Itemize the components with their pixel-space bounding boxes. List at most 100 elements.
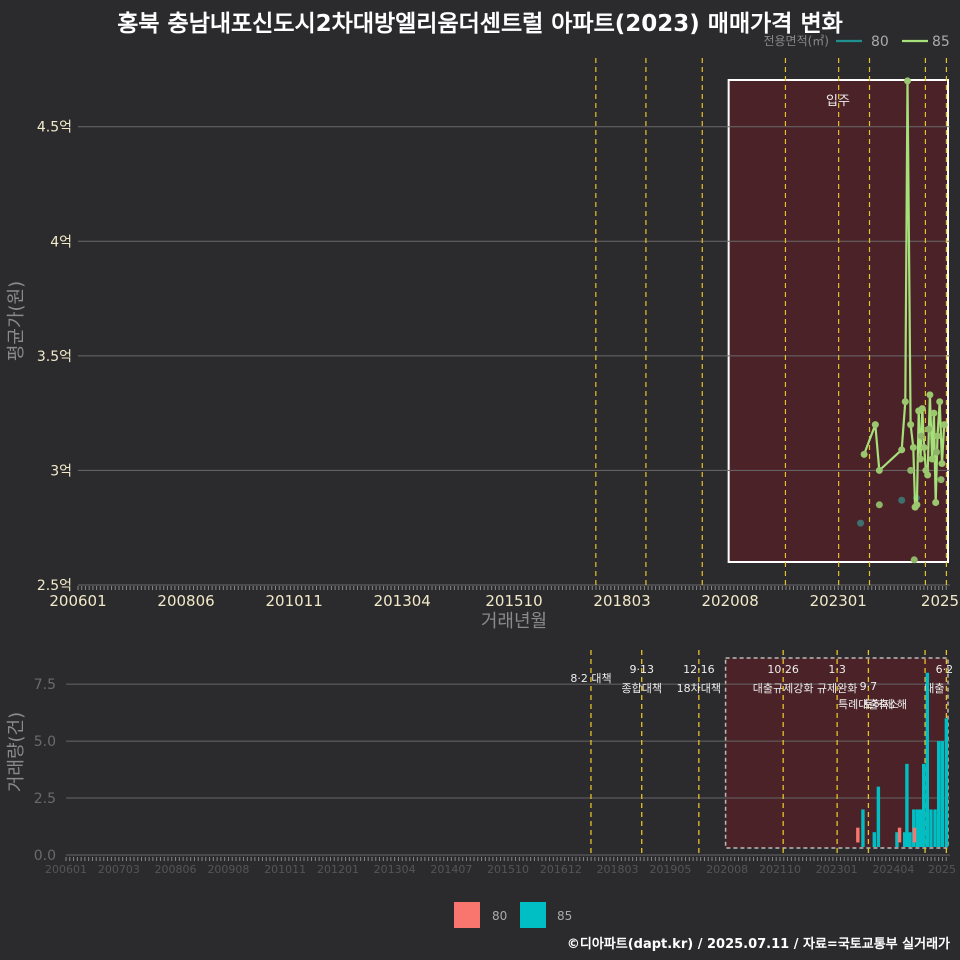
x-tick-label: 200806 xyxy=(157,592,214,610)
point-85 xyxy=(909,444,917,452)
x-tick-label: 201011 xyxy=(264,863,306,876)
event-name-label: 대출규제강화 xyxy=(753,682,814,695)
annotation-label: 입주 xyxy=(826,94,850,109)
y-tick-label: 2.5억 xyxy=(37,578,72,594)
y-tick-label: 4억 xyxy=(50,234,72,250)
event-date-label: 8·2 대책 xyxy=(570,672,611,685)
point-85 xyxy=(926,391,934,399)
x-tick-label: 202008 xyxy=(702,592,759,610)
point-85 xyxy=(910,556,918,564)
footer-credit: ©디아파트(dapt.kr) / 2025.07.11 / 자료=국토교통부 실… xyxy=(566,937,950,952)
point-85 xyxy=(933,448,941,456)
point-85 xyxy=(924,471,932,479)
bar-80 xyxy=(912,827,917,843)
bar-85 xyxy=(915,809,920,847)
y-tick-label: 4.5억 xyxy=(37,120,72,136)
bar-85 xyxy=(944,718,949,847)
point-85 xyxy=(875,501,883,509)
bar-85 xyxy=(861,809,865,847)
bar-85 xyxy=(895,832,899,847)
point-85 xyxy=(930,409,938,417)
y-tick-label: 2.5 xyxy=(34,791,56,807)
event-name-label: 규제완화 xyxy=(817,682,857,695)
event-date-label: 6·2 xyxy=(936,663,954,676)
point-85 xyxy=(917,432,925,440)
bar-85 xyxy=(929,809,933,847)
chart-title: 홍북 충남내포신도시2차대방엘리움더센트럴 아파트(2023) 매매가격 변화 xyxy=(117,11,843,37)
bar-85 xyxy=(918,809,923,847)
legend-label-80: 80 xyxy=(871,34,889,50)
x-tick-label: 201011 xyxy=(266,592,323,610)
point-85 xyxy=(904,77,912,85)
x-tick-label: 201803 xyxy=(597,863,639,876)
point-85 xyxy=(860,450,868,458)
bar-85 xyxy=(925,672,930,847)
x-tick-label: 201304 xyxy=(374,592,431,610)
point-85 xyxy=(898,446,906,454)
x-axis-label: 거래년월 xyxy=(481,611,547,632)
point-85 xyxy=(913,501,921,509)
point-85 xyxy=(871,421,879,429)
bar-80 xyxy=(897,827,902,843)
legend-title: 전용면적(㎡) xyxy=(763,34,829,48)
x-tick-label: 201905 xyxy=(649,863,691,876)
point-85 xyxy=(933,432,941,440)
legend-key-85 xyxy=(520,902,546,928)
y-tick-label: 3.5억 xyxy=(37,349,72,365)
legend-label-85: 85 xyxy=(557,909,572,923)
legend-label-80: 80 xyxy=(492,909,507,923)
event-name-label: 대출 xyxy=(924,682,944,695)
y-axis-label: 평균가(원) xyxy=(6,281,27,361)
x-tick-label: 200703 xyxy=(98,863,140,876)
legend-label-85: 85 xyxy=(932,34,950,50)
x-tick-label: 200601 xyxy=(49,592,106,610)
x-tick-label: 202110 xyxy=(759,863,801,876)
event-name-label: 토허제 해 xyxy=(863,697,907,711)
point-85 xyxy=(925,425,933,433)
point-85 xyxy=(916,455,924,463)
point-85 xyxy=(937,476,945,484)
x-tick-label: 202301 xyxy=(810,592,867,610)
event-date-label: 1·3 xyxy=(828,663,846,676)
event-date-label: 12·16 xyxy=(683,663,715,676)
point-85 xyxy=(907,466,915,474)
x-tick-label: 201612 xyxy=(540,863,582,876)
point-85 xyxy=(875,466,883,474)
y-tick-label: 5.0 xyxy=(34,734,56,750)
bar-85 xyxy=(936,741,941,847)
x-tick-label: 201201 xyxy=(317,863,359,876)
x-tick-label: 201803 xyxy=(593,592,650,610)
y-tick-label: 0.0 xyxy=(34,848,56,864)
point-85 xyxy=(901,398,909,406)
event-date-label: 9·7 xyxy=(860,680,878,693)
bar-80 xyxy=(856,827,860,843)
x-tick-label: 201510 xyxy=(487,863,529,876)
y-tick-label: 3억 xyxy=(50,463,72,479)
point-80 xyxy=(857,519,865,527)
y-tick-label: 7.5 xyxy=(34,677,56,693)
point-85 xyxy=(940,421,948,429)
x-tick-label: 202301 xyxy=(816,863,858,876)
bar-85 xyxy=(905,763,909,847)
x-tick-label: 201510 xyxy=(485,592,542,610)
point-85 xyxy=(932,499,940,507)
bar-85 xyxy=(876,786,881,847)
point-85 xyxy=(938,460,946,468)
x-tick-label: 200601 xyxy=(45,863,87,876)
x-tick-label: 201407 xyxy=(430,863,472,876)
bar-85 xyxy=(922,763,926,847)
x-tick-label: 202008 xyxy=(706,863,748,876)
x-tick-label: 200908 xyxy=(207,863,249,876)
event-name-label: 특례대출축소 xyxy=(838,698,899,711)
event-name-label: 종합대책 xyxy=(621,682,661,695)
x-tick-label: 2025 xyxy=(928,863,956,876)
bar-85 xyxy=(902,832,907,847)
bar-85 xyxy=(940,741,944,847)
point-85 xyxy=(936,398,944,406)
point-85 xyxy=(920,444,928,452)
event-date-label: 9·13 xyxy=(629,663,654,676)
x-tick-label: 200806 xyxy=(155,863,197,876)
y-axis-label: 거래량(건) xyxy=(6,712,27,792)
event-date-label: 10·26 xyxy=(767,663,799,676)
